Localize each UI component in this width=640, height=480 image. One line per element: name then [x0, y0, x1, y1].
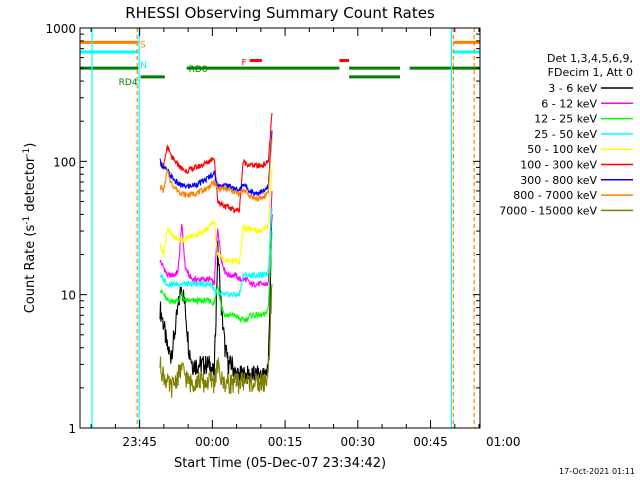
state-label-s: S	[140, 40, 146, 50]
series-line-1	[159, 190, 273, 289]
state-label-rd0: RD0	[189, 65, 208, 75]
state-label-f: F	[242, 59, 247, 69]
state-bars: S N F RD0 RD4	[80, 40, 480, 88]
chart-title: RHESSI Observing Summary Count Rates	[125, 4, 435, 22]
y-axis-label-part-3: )	[23, 143, 38, 148]
y-tick-label: 10	[61, 289, 76, 303]
legend-entry-label: 800 - 7000 keV	[513, 189, 597, 202]
x-axis: 23:45 00:00 00:15 00:30 00:45 01:00	[90, 28, 521, 449]
plot-frame	[79, 27, 481, 429]
x-tick-label: 23:45	[122, 435, 157, 449]
x-tick-label: 00:15	[268, 435, 303, 449]
legend-entry-label: 6 - 12 keV	[541, 97, 597, 110]
series-line-0	[159, 214, 273, 387]
series-line-4	[159, 167, 273, 266]
y-tick-label: 1	[68, 422, 76, 436]
series-line-7	[159, 137, 273, 203]
state-label-n: N	[140, 61, 147, 71]
vertical-markers	[91, 28, 475, 428]
legend: Det 1,3,4,5,6,9,FDecim 1, Att 0 3 - 6 keV…	[499, 52, 633, 217]
legend-entry-label: 3 - 6 keV	[548, 82, 597, 95]
legend-entry-label: 300 - 800 keV	[520, 174, 597, 187]
data-series	[159, 113, 273, 398]
legend-entry-label: 12 - 25 keV	[534, 113, 597, 126]
legend-header-line: FDecim 1, Att 0	[548, 66, 633, 79]
legend-header-line: Det 1,3,4,5,6,9,	[547, 52, 633, 65]
legend-entry-label: 50 - 100 keV	[527, 143, 597, 156]
state-label-rd4: RD4	[119, 78, 138, 88]
series-line-6	[159, 130, 273, 198]
legend-entry-label: 100 - 300 keV	[520, 159, 597, 172]
y-axis-label: Count Rate (s-1 detector-1)	[22, 143, 38, 314]
series-line-8	[159, 284, 273, 398]
x-tick-label: 01:00	[486, 435, 521, 449]
x-axis-label: Start Time (05-Dec-07 23:34:42)	[174, 456, 386, 471]
x-tick-label: 00:45	[413, 435, 448, 449]
y-axis-label-sup-1: -1	[22, 216, 32, 225]
y-axis-label-sup-2: -1	[22, 148, 32, 157]
y-tick-label: 100	[53, 155, 76, 169]
legend-entry-label: 7000 - 15000 keV	[499, 204, 597, 217]
y-axis-label-part-1: Count Rate (s	[23, 225, 38, 314]
x-tick-label: 00:30	[341, 435, 376, 449]
y-axis: 1 10 100 1000	[45, 22, 480, 436]
legend-entry-label: 25 - 50 keV	[534, 128, 597, 141]
x-tick-label: 00:00	[195, 435, 230, 449]
y-tick-label: 1000	[45, 22, 76, 36]
y-axis-label-part-2: detector	[23, 156, 38, 216]
series-line-3	[159, 207, 273, 298]
footer-timestamp: 17-Oct-2021 01:11	[559, 467, 635, 476]
